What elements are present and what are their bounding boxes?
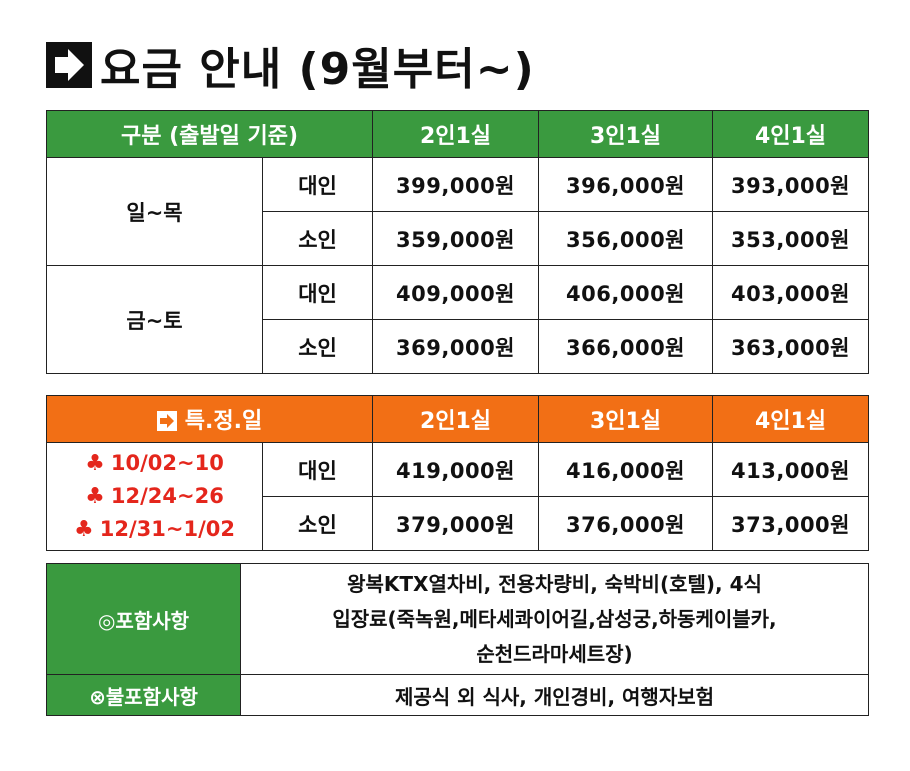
passenger-type: 소인 — [262, 496, 373, 551]
included-label: ◎포함사항 — [46, 563, 241, 675]
price: 416,000원 — [538, 442, 713, 497]
excluded-label: ⊗불포함사항 — [46, 674, 241, 716]
table-row: ⊗불포함사항 제공식 외 식사, 개인경비, 여행자보험 — [46, 674, 869, 716]
price: 376,000원 — [538, 496, 713, 551]
inclusion-table: ◎포함사항 왕복KTX열차비, 전용차량비, 숙박비(호텔), 4식 입장료(죽… — [46, 563, 869, 716]
special-date: ♣ 12/24~26 — [47, 480, 262, 513]
regular-fare-table: 구분 (출발일 기준) 2인1실 3인1실 4인1실 일~목 대인 399,00… — [45, 110, 870, 374]
price: 369,000원 — [372, 319, 540, 374]
price: 403,000원 — [712, 265, 870, 320]
special-date-list: ♣ 10/02~10 ♣ 12/24~26 ♣ 12/31~1/02 — [46, 442, 263, 551]
table-row: 소인 379,000원 376,000원 373,000원 — [47, 496, 869, 551]
club-icon: ♣ — [74, 517, 94, 542]
price: 363,000원 — [712, 319, 870, 374]
header-3-per-room: 3인1실 — [538, 110, 714, 158]
table-header: 특.정.일 2인1실 3인1실 4인1실 — [46, 395, 869, 443]
club-icon: ♣ — [85, 484, 105, 509]
excluded-items: 제공식 외 식사, 개인경비, 여행자보험 — [240, 674, 869, 716]
price: 413,000원 — [712, 442, 869, 497]
arrow-right-box-icon — [156, 411, 177, 431]
header-4-per-room: 4인1실 — [712, 395, 869, 443]
table-row: ◎포함사항 왕복KTX열차비, 전용차량비, 숙박비(호텔), 4식 입장료(죽… — [46, 563, 869, 675]
header-2-per-room: 2인1실 — [372, 395, 539, 443]
passenger-type: 소인 — [261, 211, 374, 266]
page-title-text: 요금 안내 (9월부터~) — [100, 44, 535, 95]
header-2-per-room: 2인1실 — [372, 110, 540, 158]
price: 359,000원 — [372, 211, 540, 266]
included-line: 입장료(죽녹원,메타세콰이어길,삼성궁,하동케이블카, — [332, 606, 777, 631]
special-date-text: 12/24~26 — [110, 484, 224, 508]
table-row: 소인 369,000원 366,000원 363,000원 — [47, 319, 870, 374]
table-header: 구분 (출발일 기준) 2인1실 3인1실 4인1실 — [45, 110, 870, 158]
header-4-per-room: 4인1실 — [712, 110, 870, 158]
table-row: ♣ 10/02~10 ♣ 12/24~26 ♣ 12/31~1/02 대인 41… — [46, 442, 869, 551]
header-3-per-room: 3인1실 — [538, 395, 713, 443]
price: 393,000원 — [712, 157, 870, 212]
day-range: 일~목 — [46, 157, 263, 266]
price: 373,000원 — [712, 496, 869, 551]
price: 379,000원 — [372, 496, 539, 551]
price: 356,000원 — [538, 211, 714, 266]
page-title: 요금 안내 (9월부터~) — [46, 30, 535, 100]
special-date: ♣ 12/31~1/02 — [47, 513, 262, 546]
table-row: 금~토 대인 409,000원 406,000원 403,000원 — [46, 265, 870, 374]
passenger-type: 대인 — [262, 442, 373, 497]
header-category: 특.정.일 — [46, 395, 373, 443]
arrow-right-box-icon — [46, 42, 92, 88]
price: 353,000원 — [712, 211, 870, 266]
special-date: ♣ 10/02~10 — [47, 447, 262, 480]
special-dates-table: 특.정.일 2인1실 3인1실 4인1실 ♣ 10/02~10 ♣ 12/24~… — [46, 395, 869, 551]
special-date-text: 10/02~10 — [110, 451, 224, 475]
price: 399,000원 — [372, 157, 540, 212]
passenger-type: 대인 — [261, 157, 374, 212]
day-range: 금~토 — [46, 265, 263, 374]
header-category-text: 특.정.일 — [184, 409, 263, 434]
included-line: 왕복KTX열차비, 전용차량비, 숙박비(호텔), 4식 — [347, 571, 762, 596]
passenger-type: 소인 — [261, 319, 374, 374]
price: 409,000원 — [372, 265, 540, 320]
price: 366,000원 — [538, 319, 714, 374]
price: 419,000원 — [372, 442, 539, 497]
included-items: 왕복KTX열차비, 전용차량비, 숙박비(호텔), 4식 입장료(죽녹원,메타세… — [240, 563, 869, 675]
price: 406,000원 — [538, 265, 714, 320]
special-date-text: 12/31~1/02 — [99, 517, 235, 541]
included-line: 순천드라마세트장) — [476, 641, 633, 666]
passenger-type: 대인 — [261, 265, 374, 320]
club-icon: ♣ — [85, 451, 105, 476]
price: 396,000원 — [538, 157, 714, 212]
table-row: 일~목 대인 399,000원 396,000원 393,000원 — [46, 157, 870, 266]
header-category: 구분 (출발일 기준) — [45, 110, 374, 158]
